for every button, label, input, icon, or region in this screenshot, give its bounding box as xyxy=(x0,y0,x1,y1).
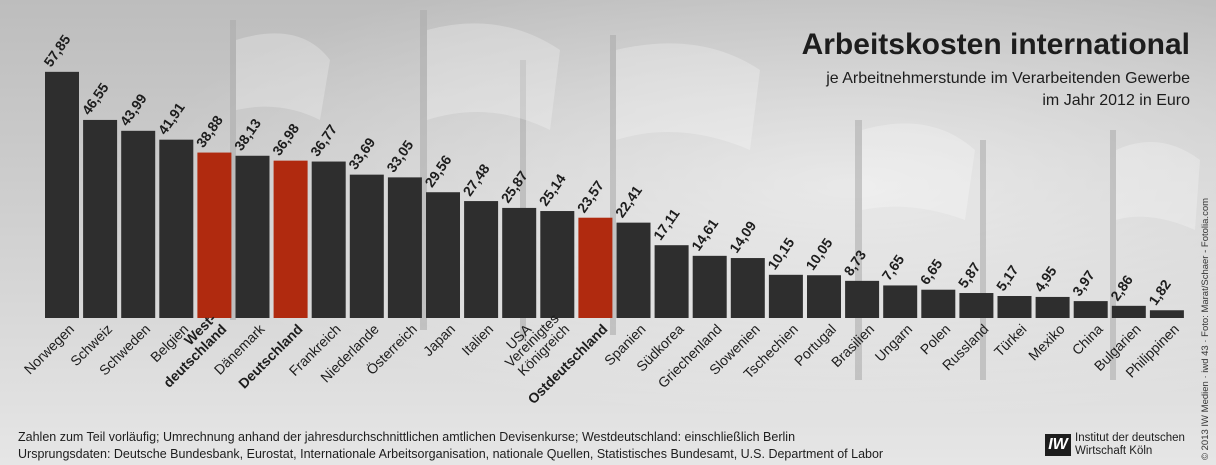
bar-14 xyxy=(578,217,613,318)
value-label-7: 36,77 xyxy=(307,121,340,159)
bar-24 xyxy=(959,293,994,318)
bar-25 xyxy=(997,296,1032,318)
bar-21 xyxy=(845,280,880,318)
value-label-14: 23,57 xyxy=(574,177,607,215)
bar-9 xyxy=(387,177,422,318)
value-label-5: 38,13 xyxy=(231,115,264,153)
category-label-21: Brasilien xyxy=(828,321,877,370)
bar-26 xyxy=(1035,296,1070,318)
bar-7 xyxy=(311,161,346,318)
chart-subtitle: je Arbeitnehmerstunde im Verarbeitenden … xyxy=(630,68,1190,112)
value-label-8: 33,69 xyxy=(345,134,378,172)
bar-0 xyxy=(45,71,79,318)
value-label-16: 17,11 xyxy=(650,205,683,242)
value-label-13: 25,14 xyxy=(536,171,569,209)
source-note: Ursprungsdaten: Deutsche Bundesbank, Eur… xyxy=(18,447,884,461)
bar-29 xyxy=(1149,310,1184,318)
bar-10 xyxy=(426,192,460,318)
footnote: Zahlen zum Teil vorläufig; Umrechnung an… xyxy=(18,430,796,444)
chart-title: Arbeitskosten international xyxy=(801,28,1190,61)
iw-logo: IW Institut der deutschen Wirtschaft Köl… xyxy=(1045,432,1195,460)
bar-19 xyxy=(768,274,803,318)
logo-line-2: Wirtschaft Köln xyxy=(1075,445,1153,457)
bar-16 xyxy=(654,245,689,318)
value-label-1: 46,55 xyxy=(78,80,111,118)
value-label-25: 5,17 xyxy=(993,262,1022,294)
bar-20 xyxy=(807,275,841,318)
category-label-25: Türkei xyxy=(991,321,1030,360)
value-label-19: 10,15 xyxy=(764,234,797,272)
value-label-26: 4,95 xyxy=(1031,263,1060,295)
bar-4 xyxy=(197,152,232,318)
value-label-10: 29,56 xyxy=(421,152,454,190)
value-label-0: 57,85 xyxy=(40,32,73,70)
bar-12 xyxy=(502,207,537,318)
subtitle-line-1: je Arbeitnehmerstunde im Verarbeitenden … xyxy=(826,70,1190,87)
bar-28 xyxy=(1111,305,1146,318)
bar-6 xyxy=(273,160,308,318)
value-label-15: 22,41 xyxy=(612,182,645,220)
value-label-9: 33,05 xyxy=(383,137,416,175)
bar-15 xyxy=(616,222,651,318)
value-label-11: 27,48 xyxy=(459,161,492,199)
value-label-23: 6,65 xyxy=(917,256,946,288)
value-label-18: 14,09 xyxy=(726,218,759,256)
value-label-6: 36,98 xyxy=(269,120,302,158)
bar-27 xyxy=(1073,301,1108,318)
value-label-29: 1,82 xyxy=(1145,276,1174,308)
bar-2 xyxy=(121,130,156,318)
value-label-22: 7,65 xyxy=(879,251,908,283)
value-label-21: 8,73 xyxy=(840,247,869,279)
logo-line-1: Institut der deutschen xyxy=(1075,432,1185,444)
bar-23 xyxy=(921,289,956,318)
bar-22 xyxy=(883,285,918,318)
value-label-4: 38,88 xyxy=(193,112,226,150)
value-label-2: 43,99 xyxy=(117,90,150,128)
subtitle-line-2: im Jahr 2012 in Euro xyxy=(1042,92,1190,109)
value-label-24: 5,87 xyxy=(955,259,984,291)
photo-credit: © 2013 IW Medien · iwd 43 · Foto: Marat/… xyxy=(1200,197,1211,460)
bar-18 xyxy=(730,258,765,318)
category-label-11: Italien xyxy=(458,321,496,359)
bar-8 xyxy=(349,174,384,318)
category-label-22: Ungarn xyxy=(872,321,916,365)
bar-13 xyxy=(540,211,575,318)
value-label-17: 14,61 xyxy=(688,216,721,254)
value-label-27: 3,97 xyxy=(1069,267,1098,299)
value-label-20: 10,05 xyxy=(802,235,835,273)
category-label-0: Norwegen xyxy=(21,321,77,377)
bar-3 xyxy=(159,139,194,318)
bar-11 xyxy=(464,201,499,318)
iw-logo-icon: IW xyxy=(1045,434,1071,456)
value-label-12: 25,87 xyxy=(498,168,531,206)
bar-5 xyxy=(235,155,270,318)
value-label-3: 41,91 xyxy=(155,99,188,137)
bar-1 xyxy=(83,119,118,318)
category-label-26: Mexiko xyxy=(1025,321,1068,364)
category-label-10: Japan xyxy=(420,321,458,359)
value-label-28: 2,86 xyxy=(1107,272,1136,304)
bar-17 xyxy=(692,255,727,318)
iw-logo-text: Institut der deutschen Wirtschaft Köln xyxy=(1075,432,1185,458)
